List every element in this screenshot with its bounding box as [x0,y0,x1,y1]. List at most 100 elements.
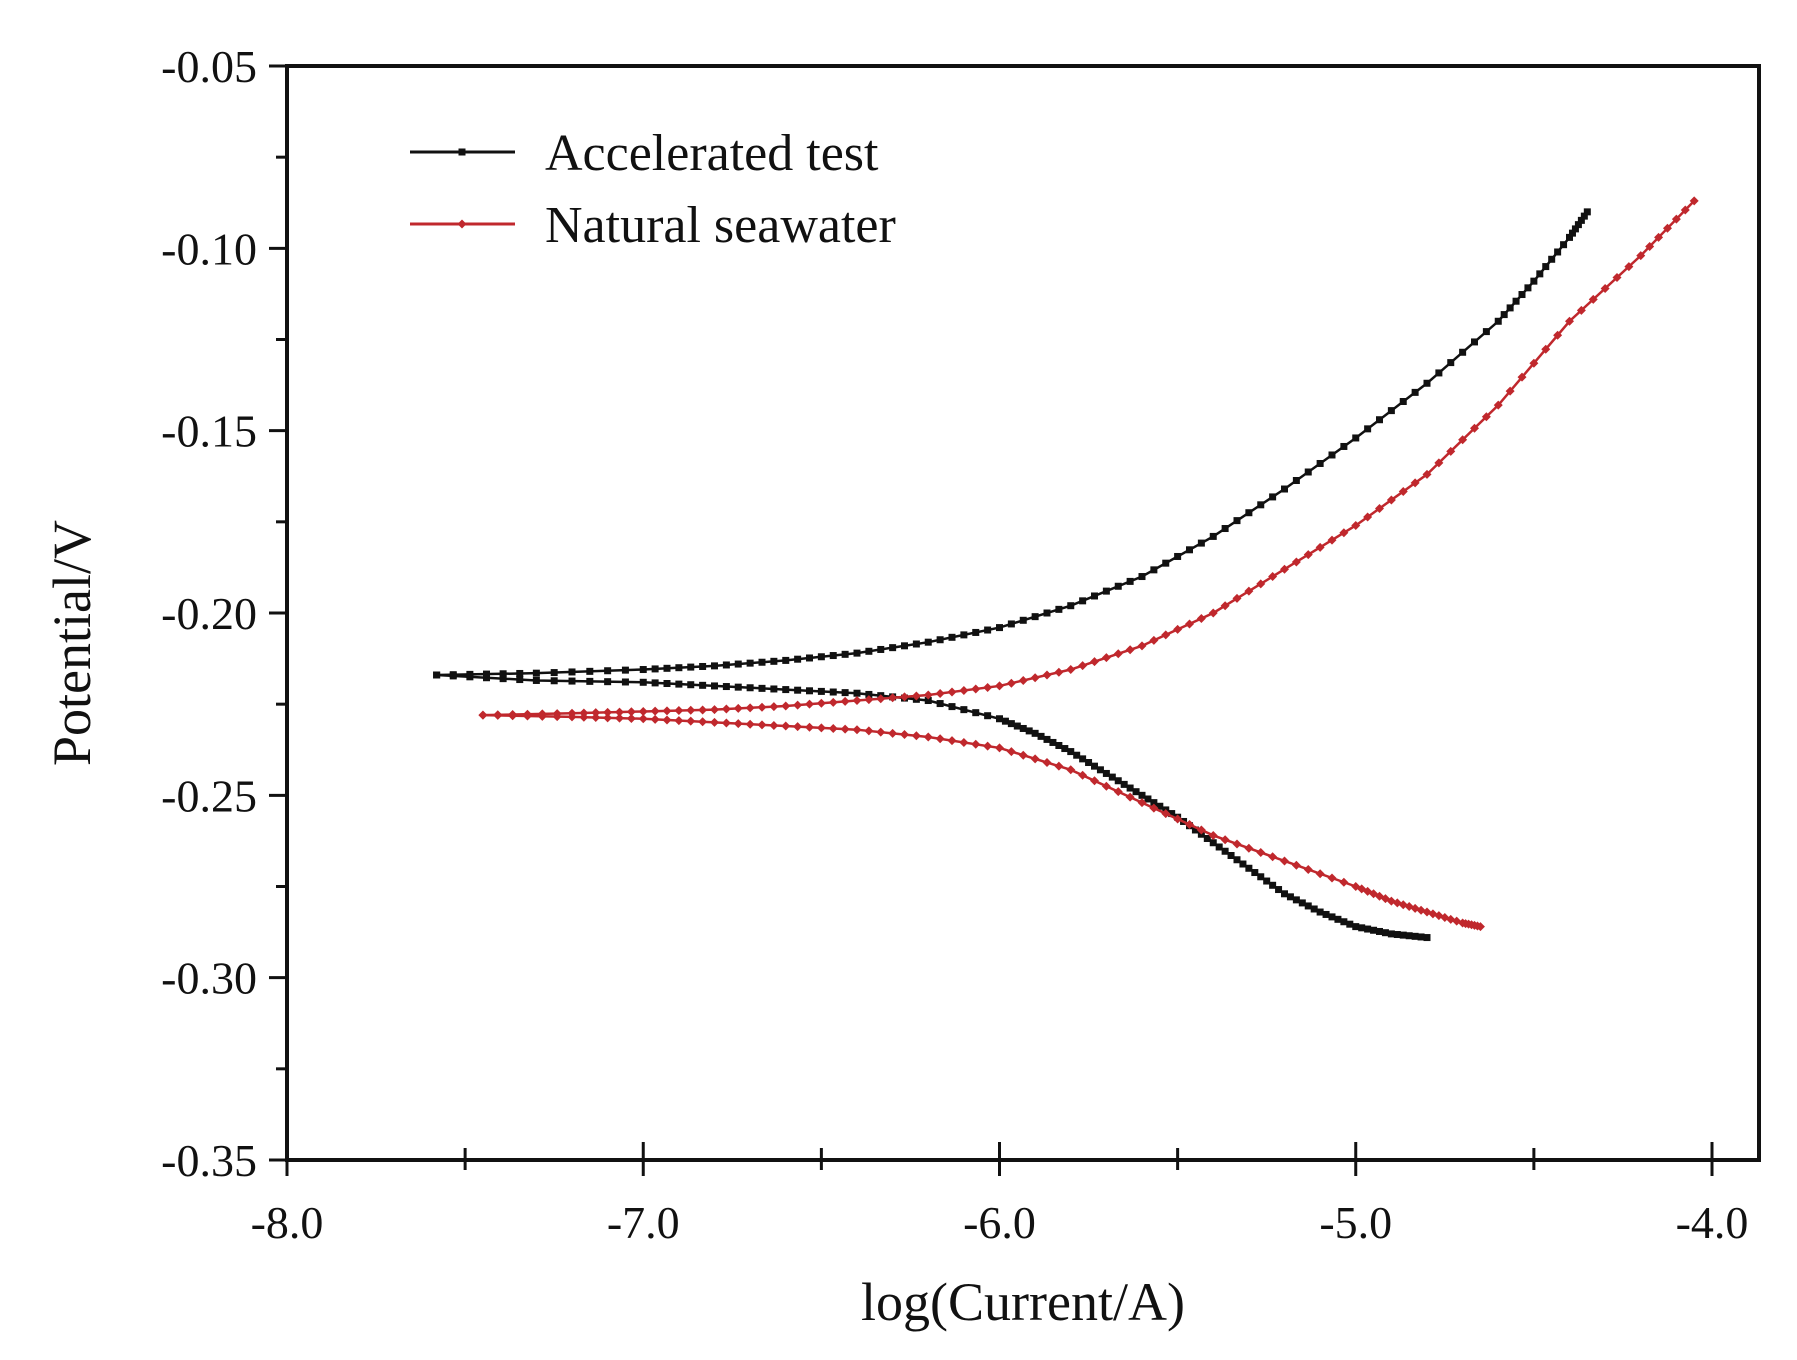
cathodic-point [852,725,862,735]
cathodic-point [1132,788,1140,796]
anodic-point [852,696,862,706]
cathodic-point [674,716,684,726]
cathodic-point [1203,834,1211,842]
cathodic-point [1191,826,1199,834]
cathodic-point [1291,860,1301,870]
x-tick-label: -6.0 [963,1197,1036,1248]
anodic-point [746,659,754,667]
anodic-point [888,693,898,703]
series-natural-seawater [478,196,1699,932]
cathodic-point [1286,893,1294,901]
anodic-point [1548,255,1556,263]
anodic-point [1042,670,1052,680]
anodic-point [1257,501,1265,509]
cathodic-point [1031,729,1039,737]
cathodic-point [1209,839,1217,847]
cathodic-point [745,719,755,729]
cathodic-point [1168,810,1176,818]
anodic-point [532,669,540,677]
anodic-point [1339,528,1349,538]
cathodic-point [960,706,968,714]
cathodic-point [1411,932,1419,940]
cathodic-point [1138,791,1146,799]
anodic-point [889,644,897,652]
anodic-point [1583,208,1591,216]
anodic-point [1363,512,1373,522]
anodic-point [1209,532,1217,540]
cathodic-point [782,686,790,694]
series-accelerated-test [433,208,1591,942]
anodic-point [924,638,932,646]
anodic-point [1447,359,1455,367]
anodic-point [1482,328,1490,336]
anodic-point [959,685,969,695]
anodic-point [1030,673,1040,683]
anodic-point [1612,273,1622,283]
cathodic-point [853,689,861,697]
y-tick-label: -0.25 [161,770,257,821]
cathodic-point [1281,890,1288,898]
anodic-point [1101,653,1111,663]
anodic-point [1494,317,1502,325]
anodic-point [1399,397,1407,405]
cathodic-point [1370,926,1378,934]
anodic-point [699,662,707,670]
cathodic-point [1102,769,1110,777]
anodic-point [1079,597,1087,605]
cathodic-point [1113,787,1123,797]
anodic-point [770,657,778,665]
anodic-point [1493,400,1503,410]
anodic-point [1208,608,1218,618]
cathodic-point [864,726,874,736]
anodic-point [1185,619,1194,629]
cathodic-point [638,714,648,724]
cathodic-point [1043,735,1051,743]
cathodic-point [650,714,660,724]
cathodic-point [1156,802,1164,810]
cathodic-point [770,685,778,693]
cathodic-point [699,681,707,689]
anodic-point [1233,517,1241,525]
anodic-point [1196,613,1206,623]
anodic-point [1529,358,1539,368]
anodic-point [1244,586,1254,596]
anodic-point [1316,459,1324,467]
cathodic-point [1149,803,1159,813]
anodic-point [675,664,683,672]
x-tick-label: -4.0 [1676,1197,1749,1248]
legend-label-1: Accelerated test [545,125,879,182]
anodic-point [1434,458,1444,468]
anodic-point [674,706,684,716]
anodic-point [1588,294,1598,304]
cathodic-point [651,679,659,687]
cathodic-point [1101,781,1111,791]
cathodic-point [1275,886,1283,894]
anodic-point [1221,525,1229,533]
cathodic-point [1387,930,1395,938]
anodic-point [995,681,1004,691]
cathodic-point [1327,873,1337,883]
cathodic-point [568,677,576,685]
cathodic-point [1417,933,1425,941]
anodic-point [828,697,838,707]
anodic-point [816,698,826,708]
anodic-point [1553,330,1563,340]
cathodic-point [1381,929,1389,937]
anodic-point [1303,550,1313,560]
anodic-point [1031,613,1039,621]
anodic-point [483,670,490,678]
cathodic-point [1304,902,1312,910]
anodic-point [745,703,755,713]
cathodic-point [483,674,490,682]
anodic-point [984,626,992,634]
anodic-point [1435,369,1443,377]
anodic-point [1162,559,1170,567]
cathodic-point [816,723,826,733]
anodic-point [1387,407,1395,415]
anodic-point [1138,573,1146,581]
anodic-point [1376,416,1383,424]
cathodic-point [1227,852,1235,860]
anodic-point [1471,338,1478,346]
cathodic-point [995,743,1004,753]
